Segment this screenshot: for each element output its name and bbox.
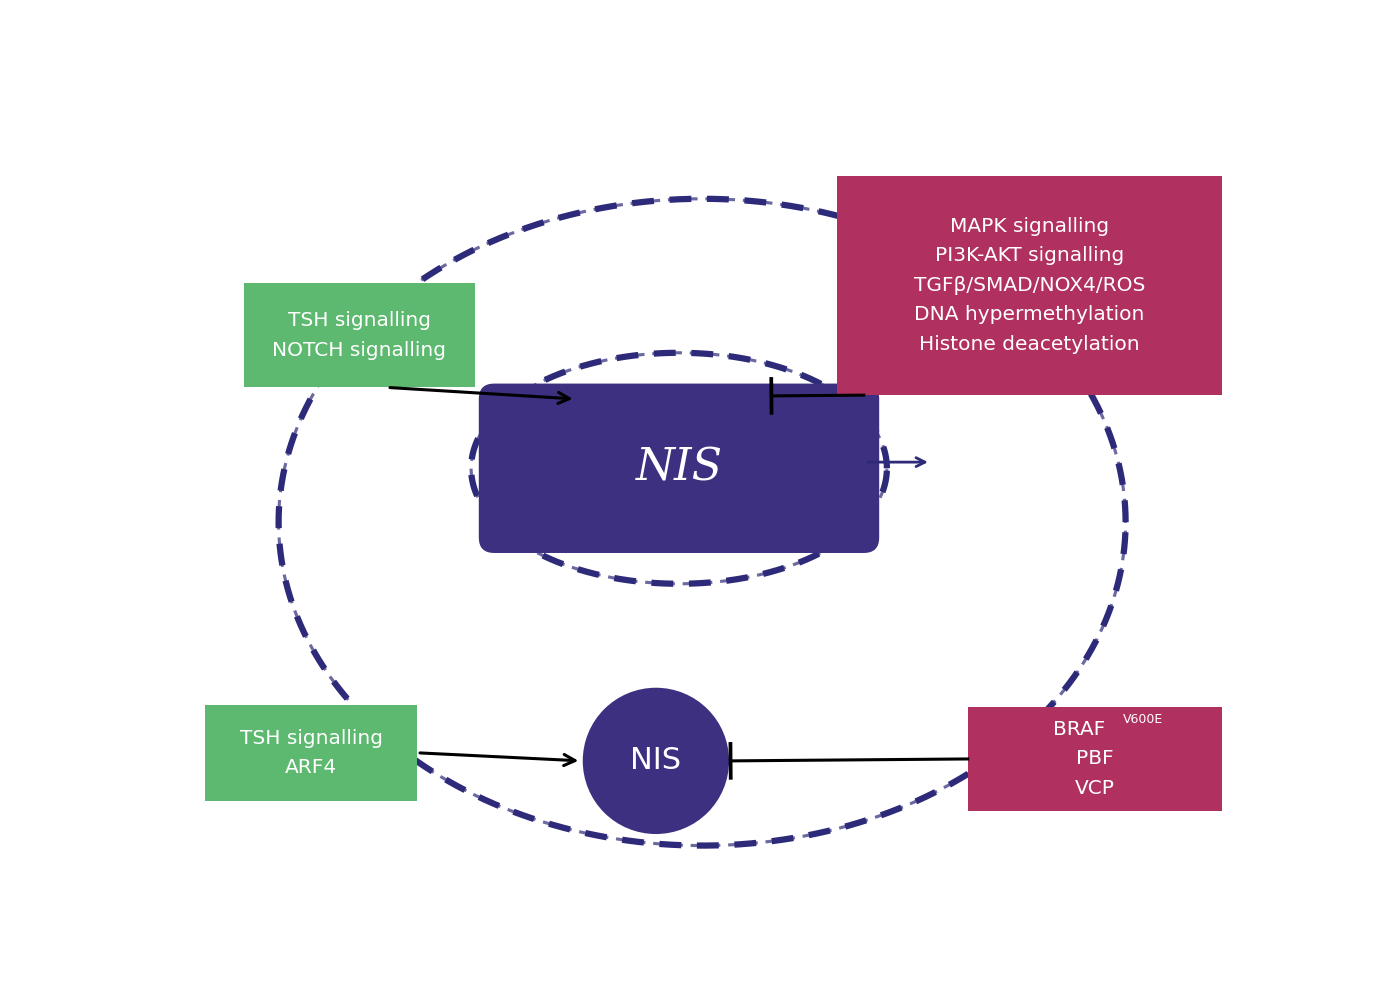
FancyBboxPatch shape <box>479 384 879 553</box>
Text: BRAF: BRAF <box>1053 720 1106 739</box>
Text: TSH signalling
NOTCH signalling: TSH signalling NOTCH signalling <box>273 312 447 360</box>
FancyBboxPatch shape <box>206 704 417 801</box>
Text: MAPK signalling
PI3K-AKT signalling
TGFβ/SMAD/NOX4/ROS
DNA hypermethylation
Hist: MAPK signalling PI3K-AKT signalling TGFβ… <box>914 216 1145 354</box>
Text: VCP: VCP <box>1075 779 1114 798</box>
FancyBboxPatch shape <box>244 284 475 388</box>
Text: V600E: V600E <box>1123 713 1162 726</box>
FancyBboxPatch shape <box>967 707 1222 811</box>
Circle shape <box>582 687 729 834</box>
Text: TSH signalling
ARF4: TSH signalling ARF4 <box>239 728 382 777</box>
Text: NIS: NIS <box>630 746 682 776</box>
Text: PBF: PBF <box>1077 749 1113 769</box>
Text: NIS: NIS <box>636 447 722 490</box>
FancyBboxPatch shape <box>837 175 1222 395</box>
